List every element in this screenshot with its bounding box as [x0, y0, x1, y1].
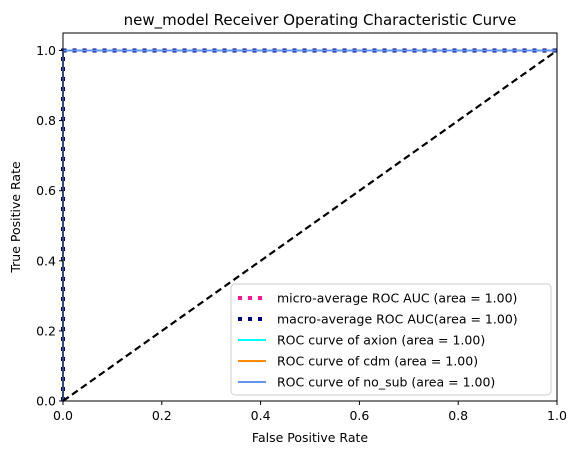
y-tick-label-1: 0.2: [36, 323, 56, 338]
y-axis-label: True Positive Rate: [8, 161, 23, 274]
plot-frame: [62, 32, 558, 402]
reference-diagonal-line: [62, 49, 558, 402]
chart-title: new_model Receiver Operating Characteris…: [124, 11, 517, 30]
x-tick-label-5: 1.0: [547, 408, 567, 423]
x-tick-label-3: 0.6: [349, 408, 369, 423]
legend: micro-average ROC AUC (area = 1.00) macro…: [230, 283, 552, 396]
legend-label-1: macro-average ROC AUC(area = 1.00): [277, 312, 518, 327]
legend-label-4: ROC curve of no_sub (area = 1.00): [277, 375, 495, 390]
x-axis: 0.0 0.2 0.4 0.6 0.8 1.0: [53, 401, 567, 423]
x-tick-label-0: 0.0: [53, 408, 73, 423]
legend-label-0: micro-average ROC AUC (area = 1.00): [277, 291, 517, 306]
x-axis-label: False Positive Rate: [252, 430, 368, 445]
legend-label-3: ROC curve of cdm (area = 1.00): [277, 354, 478, 369]
y-tick-label-0: 0.0: [36, 394, 56, 409]
y-tick-label-3: 0.6: [36, 183, 56, 198]
y-axis: 0.0 0.2 0.4 0.6 0.8 1.0: [36, 43, 63, 409]
x-tick-label-2: 0.4: [251, 408, 271, 423]
x-tick-label-4: 0.8: [448, 408, 468, 423]
legend-label-2: ROC curve of axion (area = 1.00): [277, 333, 485, 348]
y-tick-label-4: 0.8: [36, 113, 56, 128]
y-tick-label-2: 0.4: [36, 253, 56, 268]
x-tick-label-1: 0.2: [152, 408, 172, 423]
legend-frame: [230, 283, 552, 396]
reference-layer: [62, 49, 558, 402]
y-tick-label-5: 1.0: [36, 43, 56, 58]
